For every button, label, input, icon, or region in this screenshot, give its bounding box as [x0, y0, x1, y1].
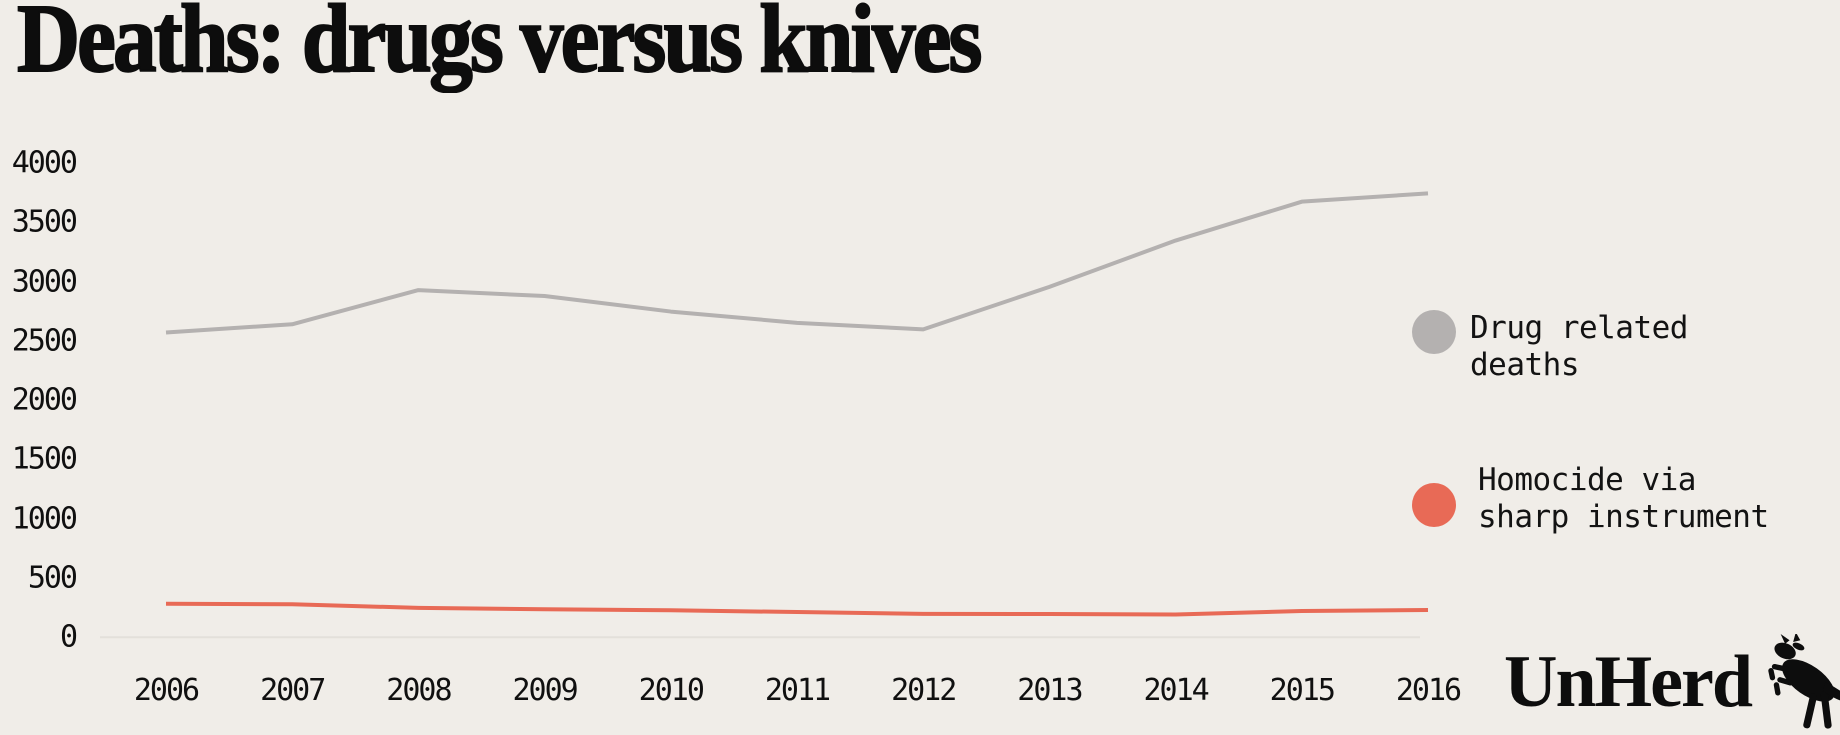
x-tick-label: 2015: [1269, 673, 1336, 708]
x-tick-label: 2014: [1143, 673, 1209, 708]
y-tick-label: 0: [59, 619, 78, 655]
legend-swatch-circle: [1412, 310, 1456, 354]
y-tick-label: 2500: [11, 323, 78, 359]
legend-label: Homocide via sharp instrument: [1478, 462, 1769, 536]
sharp-instrument-homicide-line: [165, 601, 1429, 617]
y-tick-label: 1500: [11, 441, 78, 477]
legend-label-line: sharp instrument: [1478, 499, 1769, 535]
y-tick-label: 3000: [11, 264, 78, 300]
x-tick-label: 2010: [638, 673, 705, 708]
y-tick-label: 4000: [11, 145, 78, 181]
unherd-logo: UnHerd: [1504, 634, 1840, 734]
x-tick-label: 2006: [133, 673, 200, 708]
x-axis-tick-labels: 2006 2007 2008 2009 2010 2011 2012 2013 2014 2015…: [0, 673, 1840, 713]
legend-label-line: deaths: [1470, 347, 1579, 383]
legend-label-line: Homocide via: [1478, 462, 1696, 498]
legend-label: Drug related deaths: [1470, 310, 1688, 384]
x-tick-label: 2007: [260, 673, 326, 708]
y-tick-label: 3500: [11, 204, 78, 240]
chart-title: Deaths: drugs versus knives: [16, 0, 983, 92]
y-tick-label: 1000: [11, 501, 78, 537]
x-tick-label: 2012: [891, 673, 957, 708]
x-tick-label: 2009: [512, 673, 578, 708]
y-tick-label: 500: [27, 560, 78, 596]
x-tick-label: 2016: [1395, 673, 1462, 708]
unherd-logo-text: UnHerd: [1504, 641, 1753, 723]
legend-label-line: Drug related: [1470, 310, 1688, 346]
legend-swatch-circle: [1412, 483, 1456, 527]
y-tick-label: 2000: [11, 382, 78, 418]
drug-related-deaths-line: [165, 191, 1429, 335]
y-axis-tick-labels: 0 500 1000 1500 2000 2500 3000 3500 4000: [0, 0, 78, 735]
cow-icon: [1768, 634, 1840, 729]
x-tick-label: 2011: [764, 673, 831, 708]
x-tick-label: 2008: [386, 673, 452, 708]
x-tick-label: 2013: [1017, 673, 1083, 708]
